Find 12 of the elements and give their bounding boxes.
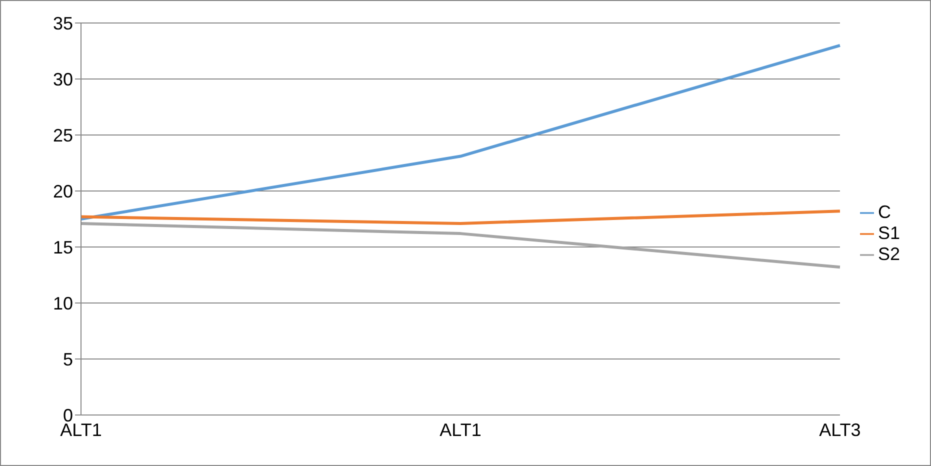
y-tick-label: 10 — [52, 293, 73, 314]
y-tick-label: 5 — [62, 349, 73, 370]
y-tick-label: 30 — [52, 69, 73, 90]
y-tick-label: 25 — [52, 125, 73, 146]
y-tick-label: 35 — [52, 13, 73, 34]
x-tick-label: ALT1 — [440, 420, 482, 440]
legend-label: C — [878, 202, 891, 222]
y-tick-label: 15 — [52, 237, 73, 258]
y-tick-label: 20 — [52, 181, 73, 202]
x-tick-label: ALT3 — [819, 420, 861, 440]
legend-label: S2 — [878, 244, 900, 264]
legend-label: S1 — [878, 222, 900, 242]
